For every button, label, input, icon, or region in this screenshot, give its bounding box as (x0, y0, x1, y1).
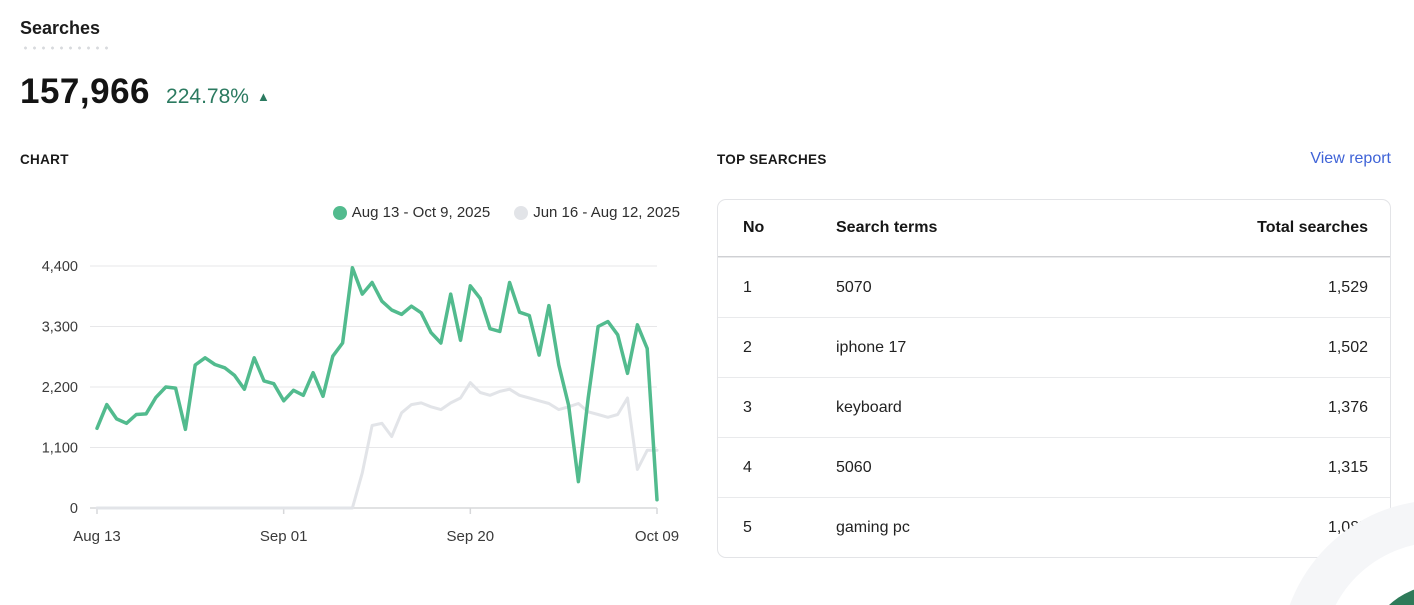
svg-text:Aug 13: Aug 13 (73, 528, 121, 545)
svg-text:4,400: 4,400 (42, 259, 78, 275)
legend-dot-previous (514, 205, 529, 220)
legend-label-current: Aug 13 - Oct 9, 2025 (351, 204, 491, 221)
svg-text:2,200: 2,200 (42, 380, 78, 396)
cell-no: 3 (743, 398, 752, 416)
cell-total: 1,376 (1327, 398, 1368, 416)
chart-x-axis-labels: Aug 13 Sep 01 Sep 20 Oct 09 (73, 528, 679, 545)
column-header-total: Total searches (1257, 219, 1368, 236)
change-percent: 224.78% (166, 85, 249, 108)
table-row[interactable]: 4 5060 1,315 (718, 437, 1390, 497)
svg-text:0: 0 (70, 501, 78, 517)
cell-no: 1 (743, 278, 752, 296)
cell-no: 2 (743, 338, 752, 356)
svg-text:3,300: 3,300 (42, 320, 78, 336)
page-title: Searches (20, 18, 101, 38)
column-header-no: No (743, 219, 765, 236)
chart-legend: Aug 13 - Oct 9, 2025 Jun 16 - Aug 12, 20… (0, 204, 680, 221)
svg-text:Sep 20: Sep 20 (447, 528, 495, 545)
total-searches-value: 157,966 (20, 72, 151, 111)
column-header-terms: Search terms (836, 219, 938, 236)
legend-label-previous: Jun 16 - Aug 12, 2025 (533, 204, 680, 221)
svg-text:Sep 01: Sep 01 (260, 528, 308, 545)
svg-text:Oct 09: Oct 09 (635, 528, 679, 545)
previous-period-line (95, 381, 659, 510)
svg-text:1,100: 1,100 (42, 441, 78, 457)
cell-total: 1,315 (1327, 458, 1368, 476)
table-row[interactable]: 3 keyboard 1,376 (718, 377, 1390, 437)
cell-term: 5070 (836, 278, 872, 296)
table-row[interactable]: 5 gaming pc 1,085 (718, 497, 1390, 557)
top-searches-table: No Search terms Total searches 1 5070 1,… (717, 199, 1391, 558)
cell-term: 5060 (836, 458, 872, 476)
chart-y-axis-labels: 0 1,100 2,200 3,300 4,400 (42, 259, 78, 517)
cell-total: 1,502 (1327, 338, 1368, 356)
view-report-link[interactable]: View report (1310, 150, 1391, 167)
cell-term: keyboard (836, 398, 902, 416)
total-searches-stat: 157,966 224.78% ▲ (20, 72, 270, 112)
cell-term: gaming pc (836, 518, 910, 536)
legend-item-current[interactable]: Aug 13 - Oct 9, 2025 (332, 204, 491, 221)
top-searches-label: TOP SEARCHES (717, 151, 827, 167)
cell-no: 4 (743, 458, 752, 476)
trend-up-icon: ▲ (256, 89, 270, 104)
cell-no: 5 (743, 518, 752, 536)
searches-line-chart[interactable]: 0 1,100 2,200 3,300 4,400 Aug 13 Sep 01 Sep 20… (0, 245, 680, 555)
title-dotted-underline (21, 46, 109, 50)
table-row[interactable]: 1 5070 1,529 (718, 257, 1390, 317)
legend-item-previous[interactable]: Jun 16 - Aug 12, 2025 (514, 204, 680, 221)
table-header-row: No Search terms Total searches (718, 200, 1390, 257)
table-row[interactable]: 2 iphone 17 1,502 (718, 317, 1390, 377)
chart-section-label: CHART (20, 152, 69, 167)
cell-total: 1,529 (1327, 278, 1368, 296)
legend-dot-current (332, 205, 347, 220)
current-period-line (95, 265, 659, 502)
cell-term: iphone 17 (836, 338, 907, 356)
